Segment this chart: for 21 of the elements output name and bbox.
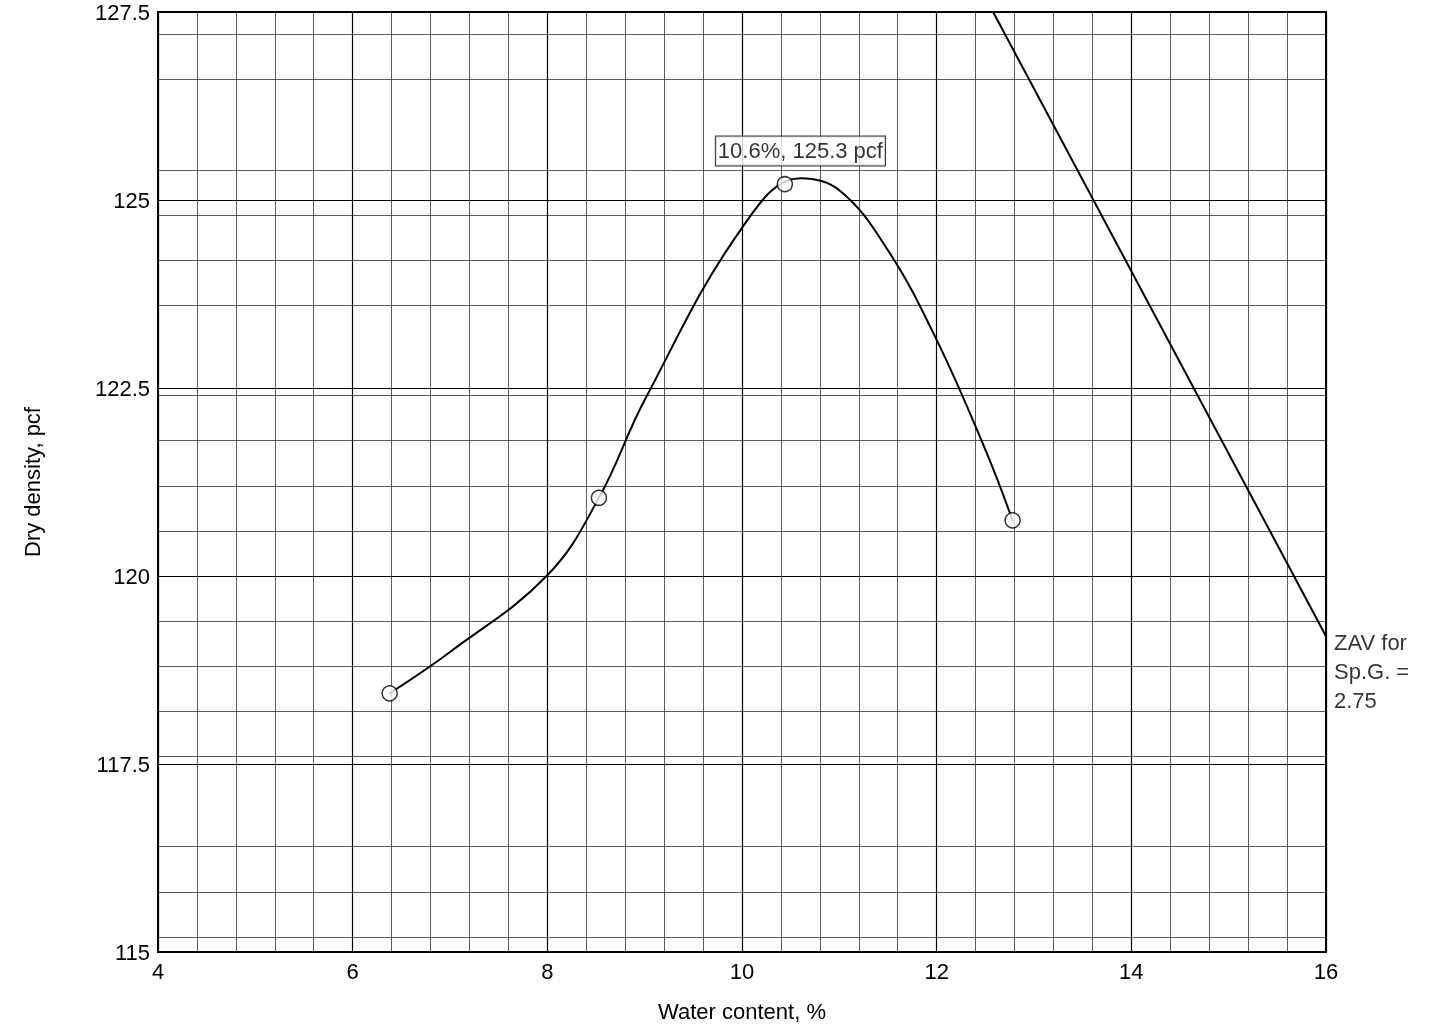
point [776, 175, 794, 193]
point [1004, 512, 1021, 529]
x-tick-label: 16 [1313, 958, 1339, 984]
x-tick-label: 12 [924, 958, 949, 984]
y-axis-title: Dry density, pcf [19, 406, 45, 557]
point [381, 685, 398, 702]
x-axis-title: Water content, % [658, 998, 826, 1024]
annotation: ZAV for Sp.G. = 2.75 [1334, 629, 1416, 713]
x-tick-label: 8 [541, 958, 554, 984]
point [590, 489, 608, 507]
y-tick-label: 122.5 [94, 375, 150, 401]
x-tick-label: 10 [729, 958, 755, 984]
x-tick-label: 14 [1119, 958, 1144, 984]
y-tick-label: 115 [114, 939, 150, 965]
y-tick-label: 127.5 [94, 0, 150, 25]
annotation: 10.6%, 125.3 pcf [717, 138, 884, 164]
x-tick-label: 6 [346, 958, 359, 984]
y-tick-label: 117.5 [96, 751, 150, 777]
y-tick-label: 120 [113, 563, 150, 589]
y-tick-label: 125 [113, 187, 150, 213]
x-tick-label: 4 [151, 958, 165, 984]
